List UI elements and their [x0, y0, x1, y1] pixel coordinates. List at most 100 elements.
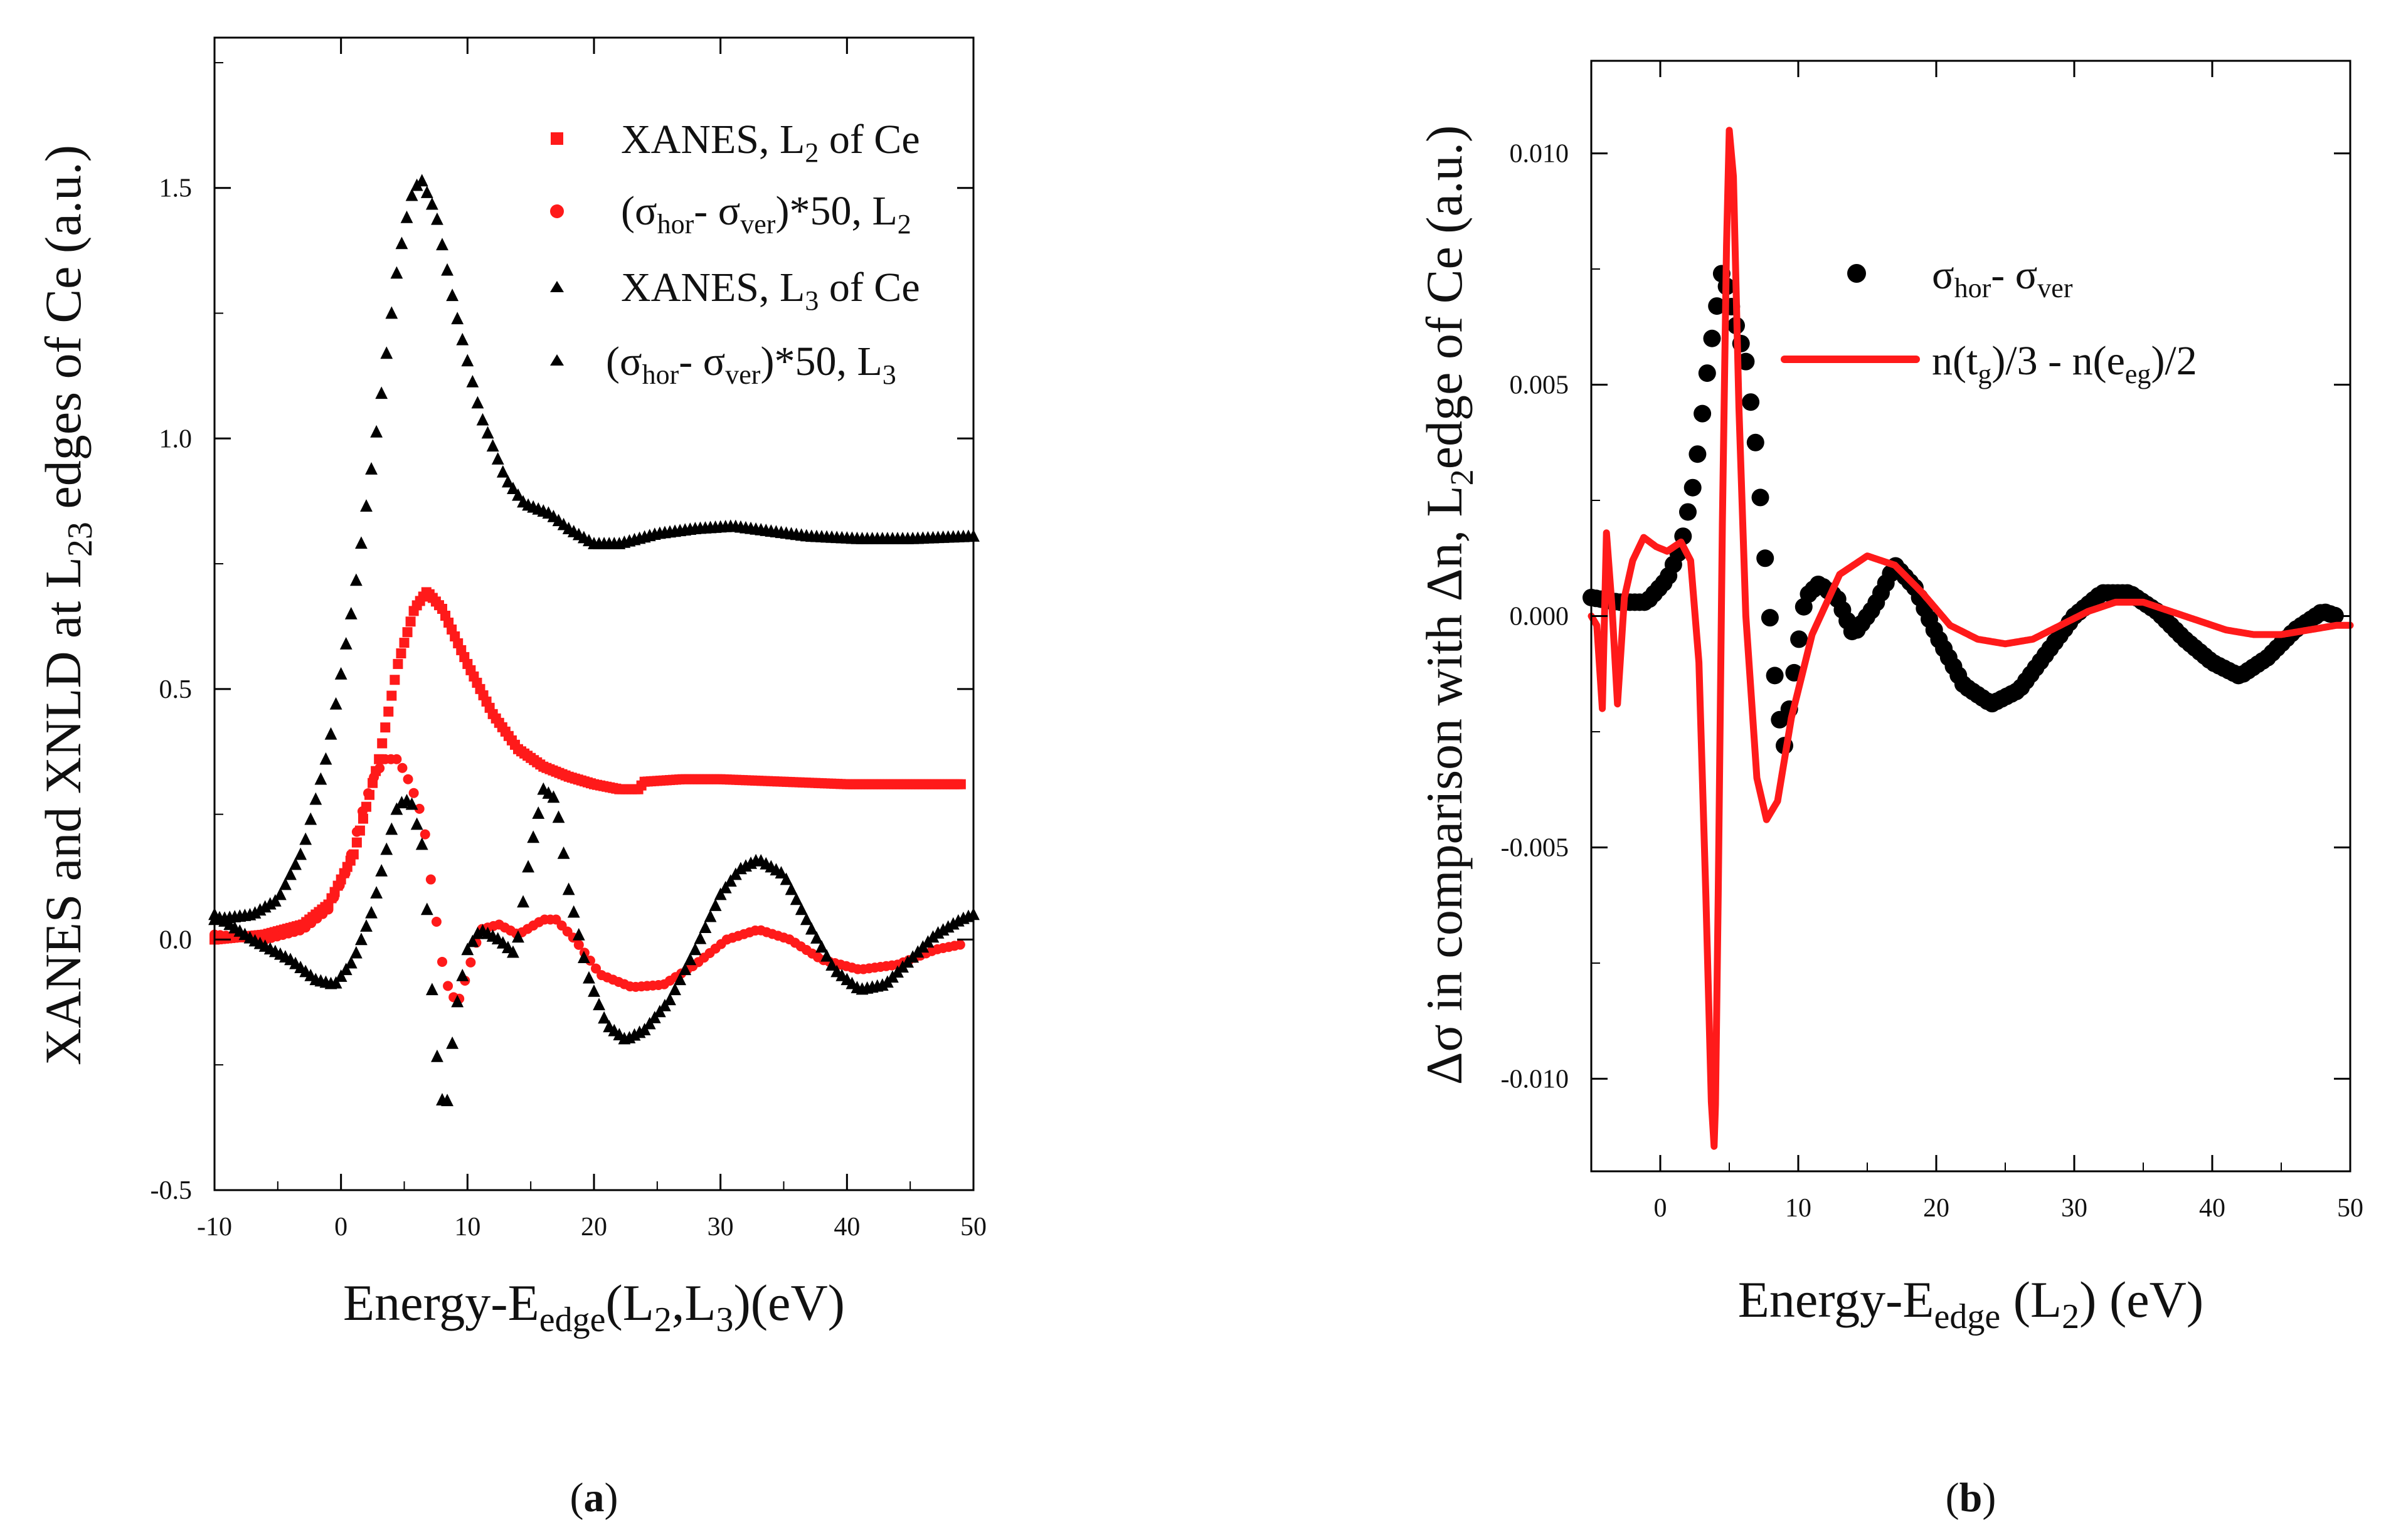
- panel-a-series-3-point-30: [360, 919, 373, 932]
- panel-a-series-0-point-42: [420, 186, 433, 198]
- panel-a-series-2-point-28: [369, 772, 379, 783]
- panel-a-series-3-point-59: [507, 945, 519, 958]
- panel-a-series-3-point-94: [684, 952, 697, 966]
- panel-a-series-3-point-96: [694, 931, 707, 944]
- panel-a-series-1-point-58: [393, 658, 403, 669]
- panel-b-series-0-point-25: [1703, 329, 1721, 347]
- panel-a-series-0-point-32: [370, 425, 383, 438]
- panel-a-series-2-point-34: [403, 774, 413, 784]
- panel-a-series-3-point-121: [820, 949, 833, 962]
- panel-a-series-2-point-24: [346, 849, 356, 860]
- panel-a-series-0-point-34: [380, 346, 393, 359]
- panel-a-series-3-point-112: [775, 866, 788, 878]
- panel-a-series-0-point-45: [436, 238, 448, 251]
- panel-a-series-3-point-93: [679, 962, 692, 976]
- panel-a-series-0-point-58: [501, 475, 514, 488]
- panel-a-series-3-point-43: [425, 983, 438, 996]
- panel-a-series-3-point-92: [674, 973, 687, 986]
- legend-a-marker-1: [551, 132, 563, 145]
- panel-a-series-3-point-48: [451, 994, 464, 1008]
- panel-a-series-3-point-24: [329, 976, 342, 989]
- panel-b-series-0-point-21: [1683, 478, 1702, 497]
- panel-b-series-0-point-20: [1679, 503, 1697, 521]
- panel-a-series-0-point-55: [486, 439, 499, 452]
- panel-a-y-axis-label: XANES and XNLD at L23 edges of Ce (a.u.): [34, 145, 100, 1065]
- panel-a-series-0-point-37: [395, 236, 408, 250]
- panel-a-series-2-point-37: [420, 829, 430, 840]
- panel-a-series-1-point-53: [377, 738, 388, 749]
- panel-a-series-2-point-27: [363, 788, 374, 799]
- panel-a-series-2-point-40: [437, 956, 447, 967]
- panel-a-series-3-point-116: [795, 902, 808, 915]
- panel-a-caption: (a): [570, 1475, 618, 1521]
- panel-b-caption: (b): [1946, 1475, 1996, 1521]
- panel-a-series-3-point-102: [724, 874, 737, 887]
- panel-a-series-0-point-44: [431, 212, 443, 225]
- panel-a-series-2-point-39: [431, 917, 442, 927]
- panel-a-x-axis-label: Energy-Eedge(L2,L3)(eV): [343, 1274, 845, 1339]
- panel-a-series-0-point-25: [334, 667, 347, 680]
- legend-a-marker-3: [550, 281, 564, 292]
- panel-a-series-3-point-31: [365, 905, 378, 919]
- panel-a-xtick-label: 10: [454, 1213, 480, 1242]
- panel-a-series-2-point-23: [340, 868, 351, 878]
- panel-b-legend: σhor- σver n(tg)/3 - n(eeg)/2: [1781, 252, 2197, 389]
- panel-a-series-3-point-117: [800, 912, 813, 926]
- panel-a-series-2-point-35: [408, 788, 419, 798]
- panel-a-series-3-point-98: [704, 909, 717, 922]
- panel-b-xtick-label: 0: [1654, 1194, 1667, 1223]
- panel-a-series-0-point-22: [319, 752, 332, 765]
- panel-a-series-2-point-45: [465, 957, 476, 968]
- panel-a-series-0-point-12: [268, 894, 282, 907]
- panel-b-series-0-point-34: [1746, 433, 1764, 451]
- panel-a-legend: XANES, L2 of Ce (σhor- σver)*50, L2 XANE…: [550, 117, 920, 390]
- panel-a-ticks: -10 0 10 20 30 40 50 -0.5 0.0 0.5 1.0 1.5: [151, 38, 987, 1242]
- legend-a-marker-2: [550, 204, 564, 218]
- panel-a-series-3-point-114: [785, 882, 798, 895]
- panel-a-series-3-point-71: [567, 905, 580, 918]
- panel-a-series-3-point-64: [532, 806, 545, 819]
- panel-a-series-0-point-59: [507, 482, 519, 495]
- panel-a-series-2-point-36: [414, 803, 425, 814]
- panel-b-ytick-label: -0.005: [1501, 833, 1569, 862]
- panel-a-series-0-point-17: [294, 847, 307, 860]
- panel-b-ytick-label: 0.000: [1510, 603, 1569, 631]
- panel-a-series-0-point-52: [471, 396, 484, 409]
- panel-b-series-0-point-43: [1790, 630, 1808, 648]
- panel-a-series-0-point-23: [324, 727, 337, 740]
- panel-a-series-1-point-61: [402, 627, 413, 638]
- panel-a-series-3-point-70: [562, 882, 575, 895]
- panel-a-series-2-point-25: [351, 826, 362, 837]
- panel-a-series-3-point-100: [714, 887, 727, 900]
- panel-a-series-3-point-50: [461, 942, 474, 956]
- panel-a-series-0-point-27: [344, 607, 358, 620]
- panel-a-series-1-point-56: [386, 690, 397, 701]
- panel-b-ticks: 0 10 20 30 40 50 -0.010 -0.005 0.000 0.005 0.010: [1501, 61, 2363, 1223]
- legend-b-marker-1: [1847, 264, 1866, 283]
- panel-b-ytick-label: -0.010: [1501, 1065, 1569, 1094]
- panel-a-series-1-point-236: [955, 779, 966, 789]
- legend-a-label-2: (σhor- σver)*50, L2: [621, 188, 911, 240]
- panel-a-series-0-point-46: [441, 263, 453, 276]
- panel-a-series-3-point-113: [780, 872, 793, 885]
- panel-b-series-0-point-37: [1761, 609, 1779, 627]
- panel-a-series-0-point-14: [279, 877, 292, 890]
- panel-a-series-3-point-47: [446, 1036, 459, 1049]
- panel-a-series-3-point-76: [593, 998, 605, 1011]
- panel-a-series-3-point-29: [355, 932, 368, 946]
- panel-a-series-0-point-24: [329, 697, 342, 710]
- panel-a-series-2-point-64: [573, 939, 584, 950]
- panel-a-series-1-point-59: [396, 648, 406, 659]
- panel-a-series-2-point-22: [334, 880, 345, 891]
- panel-a-series-0-point-51: [466, 375, 479, 388]
- panel-a-series-3-point-90: [664, 993, 676, 1006]
- panel-a-series-3-point-119: [810, 931, 823, 944]
- panel-a-series-3-point-63: [527, 830, 540, 843]
- panel-a-series-0-point-60: [512, 488, 524, 501]
- panel-a-series-1-point-62: [405, 616, 416, 627]
- panel-b-series-0-point-33: [1742, 393, 1760, 411]
- panel-a-xtick-label: 50: [960, 1213, 987, 1242]
- panel-a-series-1-point-55: [383, 706, 394, 717]
- panel-a-series-3-point-36: [390, 802, 403, 815]
- panel-a-data-marks: [208, 174, 980, 1107]
